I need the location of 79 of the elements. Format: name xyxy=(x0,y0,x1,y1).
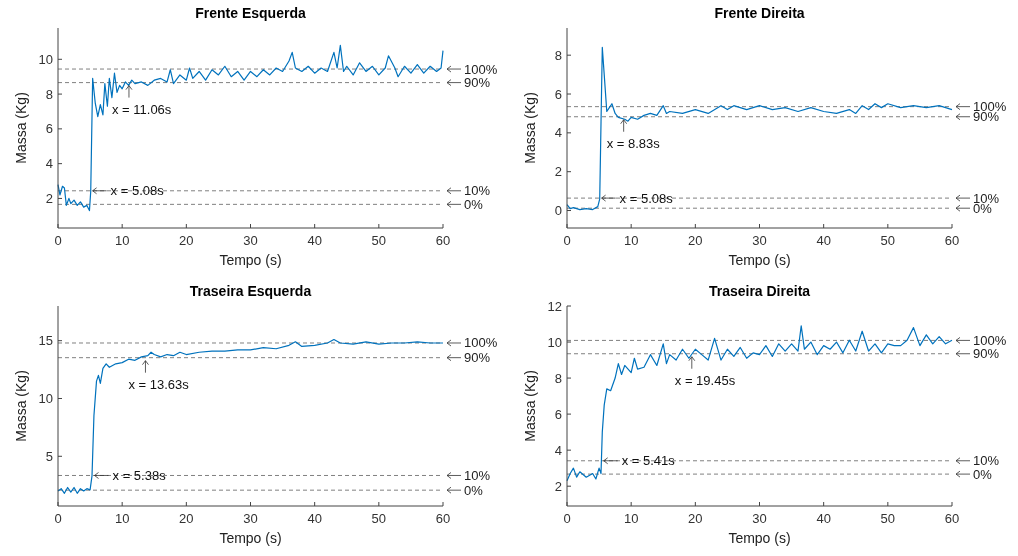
y-axis-title: Massa (Kg) xyxy=(522,370,538,442)
y-tick-label: 5 xyxy=(45,448,53,464)
line-series xyxy=(566,325,953,482)
x-tick-label: 10 xyxy=(114,233,130,248)
y-tick-label: 6 xyxy=(45,121,53,137)
annotation: x = 19.45s xyxy=(674,372,736,388)
line-series xyxy=(566,46,953,211)
x-tick-label: 50 xyxy=(371,233,387,248)
y-tick-label: 8 xyxy=(554,47,562,63)
chart-title: Traseira Direita xyxy=(708,283,811,299)
y-tick-label: 4 xyxy=(554,442,562,458)
y-tick-label: 15 xyxy=(38,333,53,349)
y-tick-label: 10 xyxy=(38,390,53,406)
x-tick-label: 30 xyxy=(752,233,767,248)
y-tick-label: 4 xyxy=(554,125,562,141)
x-tick-label: 10 xyxy=(623,233,639,248)
annotation: 10% xyxy=(464,183,491,199)
x-axis-title: Tempo (s) xyxy=(728,252,791,268)
y-tick-label: 0 xyxy=(554,203,562,219)
annotation: 0% xyxy=(464,196,484,212)
x-tick-label: 60 xyxy=(435,511,451,526)
y-tick-label: 8 xyxy=(554,370,562,386)
x-tick-label: 20 xyxy=(688,511,703,526)
annotation: 90% xyxy=(973,346,1000,362)
y-tick-label: 6 xyxy=(554,86,562,102)
x-tick-label: 10 xyxy=(114,511,130,526)
y-axis-title: Massa (Kg) xyxy=(13,92,29,164)
x-tick-label: 50 xyxy=(371,511,387,526)
x-tick-label: 50 xyxy=(880,511,896,526)
x-tick-label: 40 xyxy=(307,233,322,248)
annotation: x = 5.08s xyxy=(110,183,165,199)
y-tick-label: 2 xyxy=(45,190,53,206)
x-tick-label: 40 xyxy=(307,511,322,526)
line-series xyxy=(57,44,444,212)
y-tick-label: 10 xyxy=(547,334,562,350)
annotation: 10% xyxy=(464,467,491,483)
chart-title: Frente Esquerda xyxy=(195,5,306,21)
x-tick-label: 40 xyxy=(816,511,831,526)
y-axis-title: Massa (Kg) xyxy=(522,92,538,164)
x-tick-label: 50 xyxy=(880,233,896,248)
line-series xyxy=(57,338,444,494)
x-tick-label: 10 xyxy=(623,511,639,526)
x-axis-title: Tempo (s) xyxy=(219,252,282,268)
x-tick-label: 60 xyxy=(944,511,960,526)
x-tick-label: 20 xyxy=(688,233,703,248)
annotation: x = 5.08s xyxy=(619,190,674,206)
y-tick-label: 12 xyxy=(547,298,562,314)
x-tick-label: 60 xyxy=(944,233,960,248)
x-tick-label: 30 xyxy=(243,511,258,526)
x-tick-label: 20 xyxy=(179,511,194,526)
x-tick-label: 40 xyxy=(816,233,831,248)
annotation: 100% xyxy=(464,335,498,351)
y-tick-label: 2 xyxy=(554,478,562,494)
chart-title: Traseira Esquerda xyxy=(189,283,312,299)
x-axis-title: Tempo (s) xyxy=(219,530,282,546)
y-tick-label: 4 xyxy=(45,156,53,172)
y-tick-label: 6 xyxy=(554,406,562,422)
chart-title: Frente Direita xyxy=(714,5,805,21)
y-axis-title: Massa (Kg) xyxy=(13,370,29,442)
annotation: x = 5.38s xyxy=(112,467,167,483)
annotation: 90% xyxy=(464,75,491,91)
y-tick-label: 8 xyxy=(45,86,53,102)
annotation: x = 5.41s xyxy=(621,453,676,469)
annotation: 0% xyxy=(464,482,484,498)
annotation: 100% xyxy=(973,332,1007,348)
annotation: x = 8.83s xyxy=(606,135,661,151)
annotation: x = 11.06s xyxy=(111,101,172,117)
annotation: 100% xyxy=(464,61,498,77)
x-axis-title: Tempo (s) xyxy=(728,530,791,546)
x-tick-label: 20 xyxy=(179,233,194,248)
x-tick-label: 30 xyxy=(752,511,767,526)
annotation: 0% xyxy=(973,466,993,482)
y-tick-label: 10 xyxy=(38,51,53,67)
x-tick-label: 30 xyxy=(243,233,258,248)
annotation: x = 13.63s xyxy=(128,376,190,392)
annotation: 10% xyxy=(973,453,1000,469)
annotation: 90% xyxy=(464,350,491,366)
x-tick-label: 60 xyxy=(435,233,451,248)
y-tick-label: 2 xyxy=(554,164,562,180)
